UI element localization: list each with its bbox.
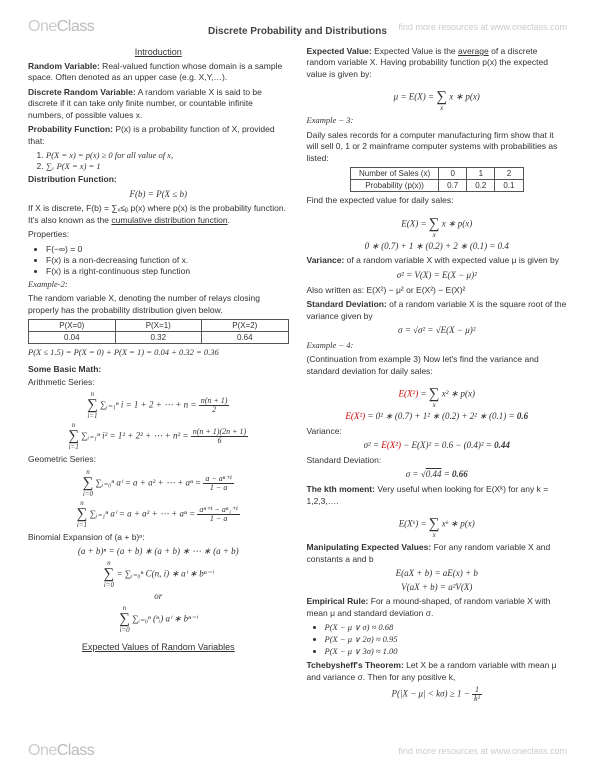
ex4-sd: Standard Deviation: <box>307 455 568 466</box>
drv-term: Discrete Random Variable: <box>28 87 136 97</box>
table-row: Number of Sales (x) 0 1 2 <box>350 168 523 180</box>
ex2-h1: P(X=1) <box>115 320 202 332</box>
prop1: F(−∞) = 0 <box>46 244 289 254</box>
rv-term: Random Variable: <box>28 61 100 71</box>
prop3: F(x) is a right-continuous step function <box>46 266 289 276</box>
ev-term: Expected Value: <box>307 46 372 56</box>
table-row: P(X=0) P(X=1) P(X=2) <box>29 320 289 332</box>
ev-formula: μ = E(X) = ∑x x ∗ p(x) <box>307 83 568 112</box>
pf-item2: ∑ₓ P(X = x) = 1 <box>46 161 289 171</box>
ex4-f4: σ = √0.44 = 0.66 <box>307 469 568 481</box>
manip-f2: V(aX + b) = a²V(X) <box>307 582 568 594</box>
intro-heading: Introduction <box>28 47 289 57</box>
exp-heading: Expected Values of Random Variables <box>28 642 289 652</box>
ex2-r1: 0.32 <box>115 332 202 344</box>
binom-f3: n∑i=0 ∑ᵢ₌₀ⁿ (ⁿᵢ) aⁱ ∗ bⁿ⁻ⁱ <box>28 605 289 634</box>
pf-para: Probability Function: P(x) is a probabil… <box>28 124 289 147</box>
ex3-text: Daily sales records for a computer manuf… <box>307 130 568 164</box>
geom-label: Geometric Series: <box>28 454 289 465</box>
binom-label: Binomial Expansion of (a + b)ⁿ: <box>28 532 289 543</box>
pf-item1: P(X = x) = p(x) ≥ 0 for all value of x, <box>46 150 289 160</box>
columns: Introduction Random Variable: Real-value… <box>28 43 567 705</box>
df-formula: F(b) = P(X ≤ b) <box>28 189 289 201</box>
emp-para: Empirical Rule: For a mound-shaped, of r… <box>307 596 568 619</box>
left-column: Introduction Random Variable: Real-value… <box>28 43 289 705</box>
ex4-f3: σ² = E(X²) − E(X)² = 0.6 − (0.4)² = 0.44 <box>307 440 568 452</box>
ex4-text: (Continuation from example 3) Now let's … <box>307 354 568 377</box>
binom-f1: (a + b)ⁿ = (a + b) ∗ (a + b) ∗ ⋯ ∗ (a + … <box>28 546 289 558</box>
ex2-h0: P(X=0) <box>29 320 116 332</box>
ex2-r2: 0.64 <box>202 332 289 344</box>
ex2-h2: P(X=2) <box>202 320 289 332</box>
ex4-var: Variance: <box>307 426 568 437</box>
basic-math: Some Basic Math: <box>28 364 289 374</box>
binom-or: or <box>28 591 289 603</box>
ex2-calc: P(X ≤ 1.5) = P(X = 0) + P(X = 1) = 0.04 … <box>28 347 289 358</box>
var-f1: σ² = V(X) = E(X − μ)² <box>307 270 568 282</box>
ev-para: Expected Value: Expected Value is the av… <box>307 46 568 80</box>
ex4-label: Example − 4: <box>307 340 568 351</box>
props-list: F(−∞) = 0 F(x) is a non-decreasing funct… <box>46 244 289 276</box>
arith-f2: n∑i=1 ∑ᵢ₌₁ⁿ i² = 1² + 2² + ⋯ + n² = n(n … <box>28 422 289 451</box>
table-row: Probability (p(x)) 0.7 0.2 0.1 <box>350 180 523 192</box>
ex3-f1: E(X) = ∑x x ∗ p(x) <box>307 210 568 239</box>
emp3: P(X − μ ∨ 3σ) ≈ 1.00 <box>325 646 568 657</box>
logo-one: One <box>28 18 57 35</box>
props-label: Properties: <box>28 229 289 240</box>
emp2: P(X − μ ∨ 2σ) ≈ 0.95 <box>325 634 568 645</box>
ex2-r0: 0.04 <box>29 332 116 344</box>
pf-list: P(X = x) = p(x) ≥ 0 for all value of x, … <box>46 150 289 171</box>
tch-para: Tchebysheff's Theorem: Let X be a random… <box>307 660 568 683</box>
ex4-f1: E(X²) = ∑x x² ∗ p(x) <box>307 380 568 409</box>
geom-f1: n∑i=0 ∑ᵢ₌₀ⁿ aⁱ = a + a² + ⋯ + aⁿ = a − a… <box>28 469 289 498</box>
rv-para: Random Variable: Real-valued function wh… <box>28 61 289 84</box>
df-text: If X is discrete, F(b) = ∑ₓ≤ᵦ p(x) where… <box>28 203 289 226</box>
ex2-label: Example-2: <box>28 279 289 290</box>
ex3-label: Example − 3: <box>307 115 568 126</box>
var-text2: Also written as: E(X²) − μ² or E(X²) − E… <box>307 285 568 296</box>
tch-f: P(|X − μ| < kσ) ≥ 1 − 1k² <box>307 686 568 703</box>
geom-f2: n∑i=1 ∑ᵢ₌₁ⁿ aⁱ = a + a² + ⋯ + aⁿ = aⁿ⁺¹ … <box>28 500 289 529</box>
manip-para: Manipulating Expected Values: For any ra… <box>307 542 568 565</box>
table-row: 0.04 0.32 0.64 <box>29 332 289 344</box>
emp-list: P(X − μ ∨ σ) ≈ 0.68 P(X − μ ∨ 2σ) ≈ 0.95… <box>325 622 568 657</box>
arith-label: Arithmetic Series: <box>28 377 289 388</box>
pf-term: Probability Function: <box>28 124 113 134</box>
footer-logo: OneClass <box>28 742 94 760</box>
ex4-f2: E(X²) = 0² ∗ (0.7) + 1² ∗ (0.2) + 2² ∗ (… <box>307 411 568 423</box>
var-para: Variance: of a random variable X with ex… <box>307 255 568 266</box>
ex3-f2: 0 ∗ (0.7) + 1 ∗ (0.2) + 2 ∗ (0.1) = 0.4 <box>307 241 568 253</box>
manip-f1: E(aX + b) = aE(x) + b <box>307 568 568 580</box>
sd-f: σ = √σ² = √E(X − μ)² <box>307 325 568 337</box>
drv-para: Discrete Random Variable: A random varia… <box>28 87 289 121</box>
ex3-text2: Find the expected value for daily sales: <box>307 195 568 206</box>
binom-f2: n∑i=0 = ∑ᵢ₌₀ⁿ C(n, i) ∗ aⁱ ∗ bⁿ⁻ⁱ <box>28 560 289 589</box>
ex2-table: P(X=0) P(X=1) P(X=2) 0.04 0.32 0.64 <box>28 319 289 344</box>
prop2: F(x) is a non-decreasing function of x. <box>46 255 289 265</box>
footer-resources: find more resources at www.oneclass.com <box>398 746 567 756</box>
sd-para: Standard Deviation: of a random variable… <box>307 299 568 322</box>
ex2-text: The random variable X, denoting the numb… <box>28 293 289 316</box>
df-u: cumulative distribution function <box>111 215 227 225</box>
ex3-table: Number of Sales (x) 0 1 2 Probability (p… <box>350 167 524 192</box>
footer: OneClass find more resources at www.onec… <box>28 742 567 760</box>
df-para: Distribution Function: <box>28 174 289 185</box>
df-term: Distribution Function: <box>28 174 117 184</box>
kth-f: E(Xᵏ) = ∑x xᵏ ∗ p(x) <box>307 510 568 539</box>
right-column: Expected Value: Expected Value is the av… <box>307 43 568 705</box>
emp1: P(X − μ ∨ σ) ≈ 0.68 <box>325 622 568 633</box>
arith-f1: n∑i=1 ∑ᵢ₌₁ⁿ i = 1 + 2 + ⋯ + n = n(n + 1)… <box>28 391 289 420</box>
kth-para: The kth moment: Very useful when looking… <box>307 484 568 507</box>
logo: OneClass <box>28 18 94 36</box>
resources-link: find more resources at www.oneclass.com <box>398 22 567 32</box>
page: OneClass find more resources at www.onec… <box>0 0 595 770</box>
logo-class: Class <box>57 18 95 35</box>
